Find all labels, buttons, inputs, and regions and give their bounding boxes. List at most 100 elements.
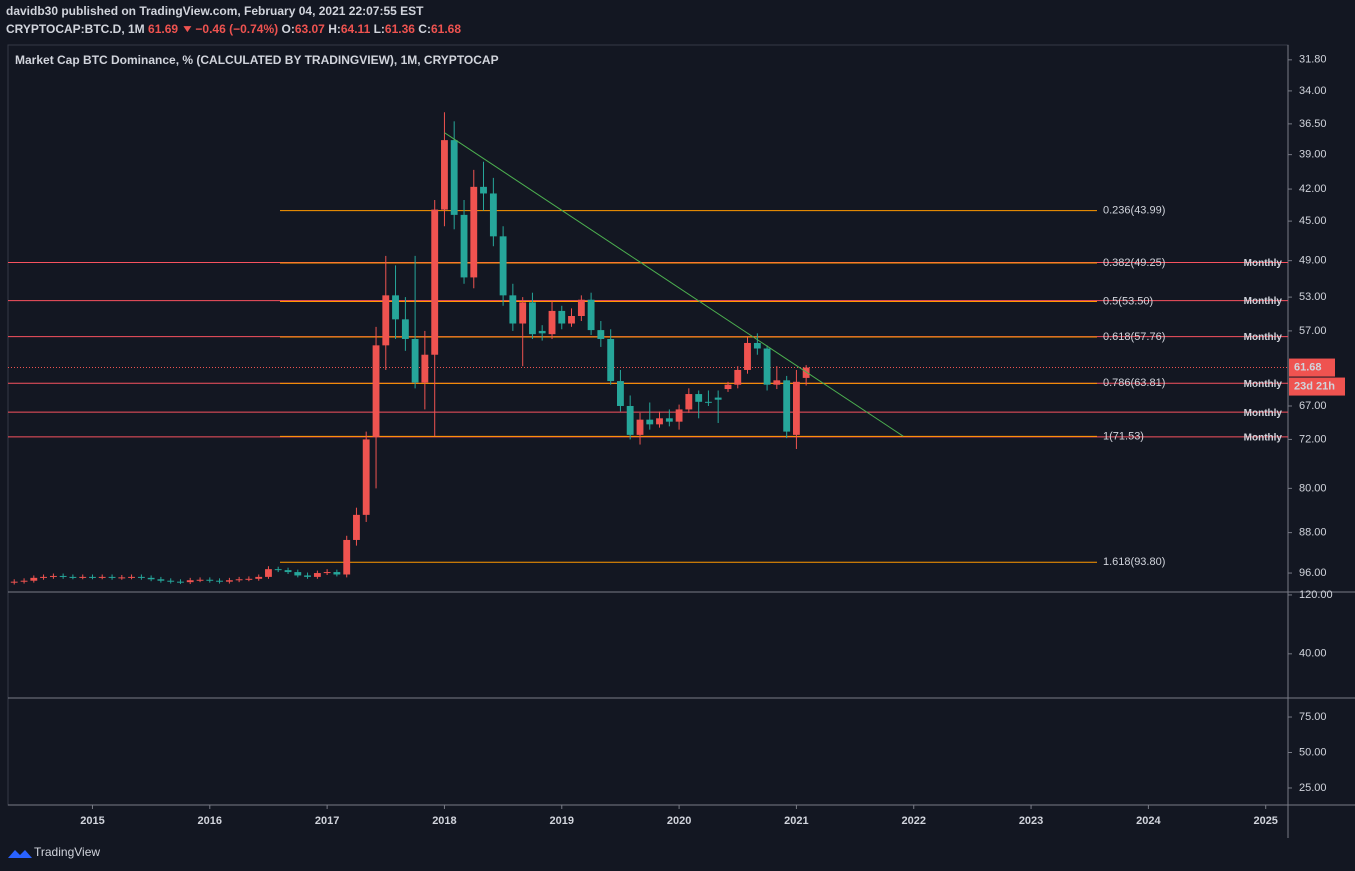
candle-body [137,576,145,578]
candle-body [665,418,673,422]
candle-body [558,310,566,324]
trendline [444,132,904,437]
monthly-label: Monthly [1244,296,1283,307]
candle-body [30,577,38,581]
candle-body [333,572,341,575]
candle-body [284,570,292,573]
candle-body [802,367,810,378]
y-tick-label: 67.00 [1299,400,1327,412]
candle-body [79,576,87,578]
candle-body [108,576,116,578]
candle-body [362,439,370,515]
y-tick-label: 49.00 [1299,255,1327,267]
y-tick-label: 96.00 [1299,567,1327,579]
candle-body [626,405,634,435]
legend-title: Market Cap BTC Dominance, % (CALCULATED … [15,53,499,67]
candle-body [431,209,439,355]
fib-label: 0.236(43.99) [1103,204,1165,216]
candle-body [499,236,507,296]
y-tick-label: 57.00 [1299,325,1327,337]
candle-body [69,576,77,578]
x-tick-label: 2024 [1136,815,1161,827]
candle-body [636,419,644,435]
candle-body [128,576,135,578]
fib-label: 1.618(93.80) [1103,556,1165,568]
candle-body [744,342,751,370]
candle-body [235,579,243,581]
monthly-label: Monthly [1244,408,1283,419]
candle-body [157,579,165,581]
y-tick-label: 31.80 [1299,54,1327,66]
candle-body [421,354,429,383]
candle-body [675,409,683,422]
high-label: H: [328,22,341,36]
last-price-label: 61.68 [1294,361,1322,373]
candle-body [10,581,18,583]
candle-body [783,380,791,432]
candle-body [49,575,57,577]
candle-body [509,295,517,324]
candle-body [480,186,487,194]
publish-info: davidb30 published on TradingView.com, F… [6,4,424,18]
fib-label: 1(71.53) [1103,430,1144,442]
candle-body [225,580,233,582]
candle-body [59,575,67,577]
candle-body [98,576,106,578]
candle-body [617,381,624,406]
brand: TradingView [8,845,100,859]
candle-body [265,569,272,577]
x-tick-label: 2025 [1253,815,1277,827]
y-tick-label: 120.00 [1299,589,1333,601]
candle-body [753,342,761,349]
brand-name: TradingView [34,845,100,859]
candle-body [245,578,253,580]
y-tick-label: 72.00 [1299,433,1327,445]
candle-body [460,214,468,278]
candle-body [167,580,175,582]
candle-body [353,514,360,540]
y-tick-label: 80.00 [1299,482,1327,494]
candle-body [147,577,155,580]
open-value: 63.07 [295,22,325,36]
monthly-label: Monthly [1244,258,1283,269]
y-tick-label: 75.00 [1299,711,1327,723]
candle-body [294,572,302,576]
y-tick-label: 53.00 [1299,291,1327,303]
candle-body [792,381,800,435]
candle-body [538,330,546,334]
candle-body [206,579,214,581]
candle-body [255,576,263,579]
candle-body [313,573,321,577]
low-label: L: [374,22,385,36]
candle-body [587,299,595,331]
low-value: 61.36 [385,22,415,36]
candle-body [177,581,184,583]
candle-body [186,580,194,583]
last-value: 61.69 [148,22,178,36]
fib-label: 0.786(63.81) [1103,377,1165,389]
candle-body [196,579,204,581]
y-tick-label: 42.00 [1299,183,1327,195]
candle-body [607,338,615,382]
candle-body [685,394,693,410]
candle-body [470,186,478,278]
candle-body [450,140,458,215]
candle-body [597,330,605,339]
candle-body [548,310,556,335]
x-tick-label: 2019 [550,815,574,827]
candle-body [519,302,527,324]
candle-body [773,380,781,385]
candle-body [40,576,47,578]
candle-body [734,369,742,385]
monthly-label: Monthly [1244,332,1283,343]
candle-body [372,345,380,437]
y-tick-label: 36.50 [1299,118,1327,130]
close-value: 61.68 [431,22,461,36]
x-tick-label: 2017 [315,815,339,827]
x-tick-label: 2016 [198,815,222,827]
candle-body [695,394,703,402]
candle-body [411,338,419,383]
